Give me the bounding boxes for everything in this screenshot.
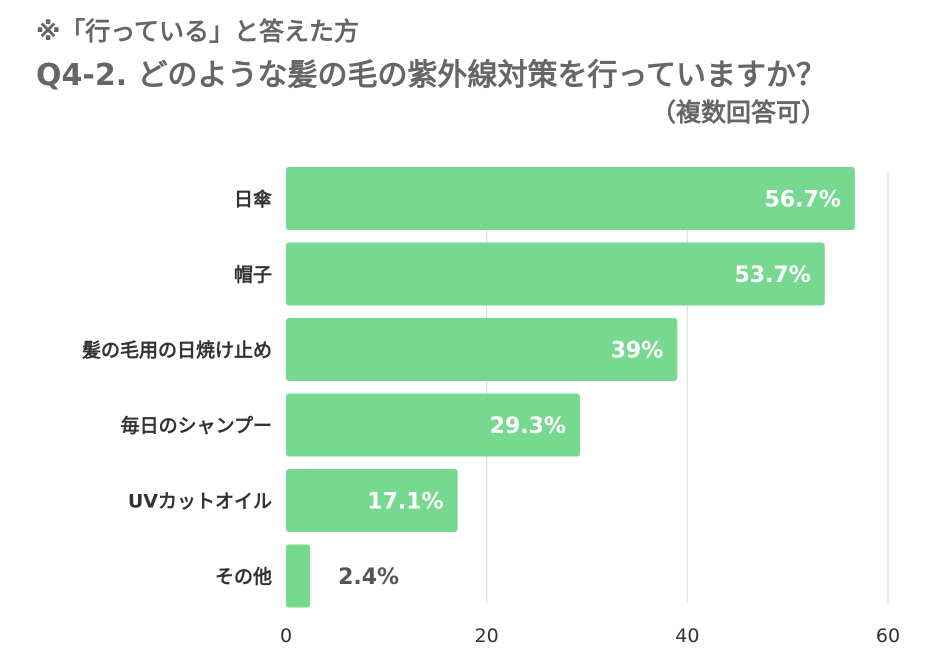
value-label-4: 17.1% bbox=[367, 490, 443, 515]
value-label-5: 2.4% bbox=[338, 565, 399, 590]
x-tick-label-20: 20 bbox=[475, 625, 499, 647]
category-label-0: 日傘 bbox=[234, 188, 273, 211]
value-label-2: 39% bbox=[611, 339, 664, 364]
bar-5 bbox=[286, 545, 310, 608]
value-label-3: 29.3% bbox=[490, 414, 566, 439]
category-label-3: 毎日のシャンプー bbox=[121, 414, 272, 437]
x-tick-label-40: 40 bbox=[675, 625, 699, 647]
category-label-1: 帽子 bbox=[234, 263, 272, 286]
value-label-1: 53.7% bbox=[734, 263, 810, 288]
x-tick-label-60: 60 bbox=[876, 625, 900, 647]
value-label-0: 56.7% bbox=[765, 188, 841, 213]
category-label-5: その他 bbox=[215, 565, 272, 588]
x-tick-label-0: 0 bbox=[280, 625, 292, 647]
category-label-2: 髪の毛用の日焼け止め bbox=[81, 339, 272, 362]
category-label-4: UVカットオイル bbox=[128, 491, 272, 513]
